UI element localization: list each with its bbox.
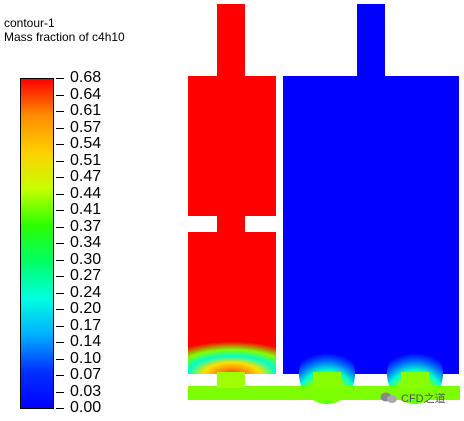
legend-tick-label: 0.27 (70, 267, 102, 284)
left-connector (217, 372, 245, 388)
title-line-1: contour-1 (4, 16, 55, 30)
right-connector (401, 372, 429, 388)
left-inlet-neck (217, 4, 245, 78)
legend-tick-mark (56, 193, 64, 195)
plot-title: contour-1 Mass fraction of c4h10 (4, 16, 125, 44)
legend-tick-label: 0.00 (70, 399, 102, 416)
legend-tick-mark (56, 375, 64, 376)
right-chamber-body (283, 76, 459, 374)
legend-tick-mark (56, 144, 64, 145)
watermark: CFD之道 (380, 390, 446, 406)
right-chamber (283, 4, 459, 404)
middle-connector (313, 372, 341, 388)
left-mixing-zone (188, 338, 276, 374)
legend-tick-label: 0.41 (70, 201, 102, 218)
legend-tick-label: 0.47 (70, 168, 102, 185)
legend-tick-label: 0.64 (70, 85, 102, 103)
legend-tick-mark (56, 276, 64, 277)
legend-tick-mark (56, 259, 64, 261)
legend-tick-mark (56, 78, 64, 79)
legend-tick-label: 0.10 (70, 349, 102, 367)
legend-tick-label: 0.37 (70, 217, 102, 235)
legend-tick-label: 0.24 (70, 283, 102, 301)
legend-tick-label: 0.51 (70, 151, 102, 169)
legend-tick-mark (56, 358, 64, 360)
legend-tick-label: 0.30 (70, 250, 102, 268)
legend-tick-mark (56, 243, 64, 244)
legend-tick-label: 0.07 (70, 366, 102, 383)
legend-tick-mark (56, 210, 64, 211)
left-upper-chamber (188, 76, 276, 216)
legend-tick-mark (56, 391, 64, 393)
legend-tick-mark (56, 94, 64, 96)
legend-tick-mark (56, 292, 64, 294)
legend-tick-mark (56, 325, 64, 327)
title-line-2: Mass fraction of c4h10 (4, 30, 125, 44)
left-chamber (188, 4, 276, 374)
legend-tick-labels: 0.68 0.64 0.61 0.57 0.54 0.51 0.47 0.44 0.41 0.37… (56, 70, 136, 416)
legend-tick-mark (56, 226, 64, 228)
wechat-icon (380, 392, 397, 403)
legend-tick-mark (56, 309, 64, 310)
legend-tick-label: 0.61 (70, 102, 102, 119)
legend-tick-label: 0.54 (70, 135, 102, 152)
legend-tick-mark (56, 127, 64, 129)
legend-tick-mark (56, 111, 64, 112)
legend-tick-label: 0.34 (70, 234, 102, 251)
legend-tick-mark (56, 408, 64, 409)
legend-tick-mark (56, 342, 64, 343)
legend-tick-label: 0.20 (70, 300, 102, 317)
legend-tick-label: 0.57 (70, 118, 102, 136)
right-inlet-neck (357, 4, 385, 78)
legend-colorbar (20, 78, 54, 409)
legend-tick-label: 0.68 (70, 69, 102, 86)
legend-tick-label: 0.14 (70, 333, 102, 350)
watermark-text: CFD之道 (401, 393, 446, 405)
legend-tick-label: 0.44 (70, 184, 102, 202)
legend-tick-mark (56, 177, 64, 178)
left-throat (217, 214, 245, 234)
legend-tick-label: 0.03 (70, 382, 102, 400)
legend-tick-mark (56, 160, 64, 162)
legend-tick-label: 0.17 (70, 316, 102, 334)
